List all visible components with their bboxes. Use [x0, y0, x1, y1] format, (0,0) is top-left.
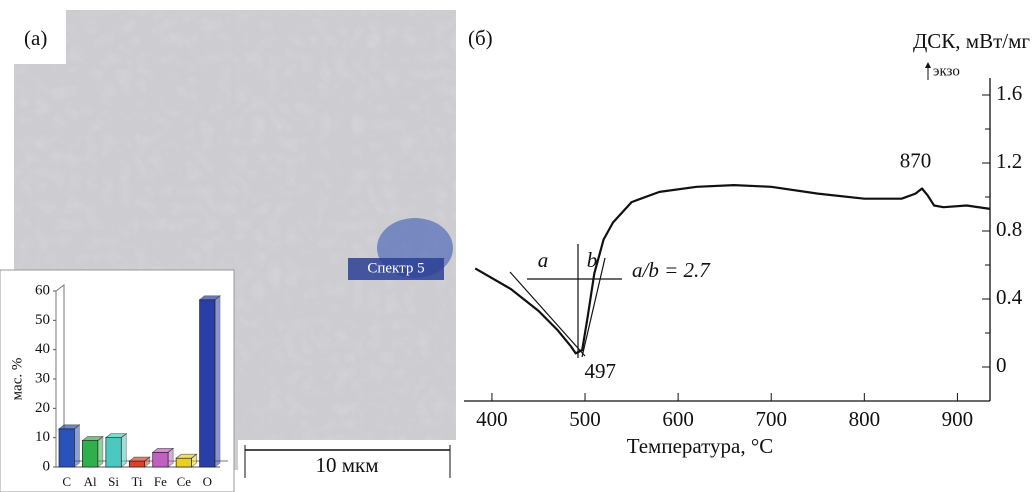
bar-side [98, 437, 103, 467]
y-tick-label: 40 [35, 341, 50, 357]
y-tick-label: 20 [35, 400, 50, 416]
y-tick-label: 0.4 [996, 285, 1023, 309]
x-axis-label: Температура, °C [627, 434, 774, 458]
tangent [510, 272, 585, 356]
annotation: a [538, 248, 549, 272]
x-tick-label: O [203, 474, 212, 489]
peak-label: 497 [584, 359, 616, 383]
x-tick-label: 800 [849, 407, 881, 431]
y-axis-label: мас. % [9, 358, 25, 401]
x-tick-label: Fe [154, 474, 167, 489]
figure: (а) Спектр 5 10 мкм 0 10 20 30 40 50 60 мас. % C Al S… [0, 0, 1032, 492]
x-tick-label: 400 [476, 407, 508, 431]
spectrum-label: Спектр 5 [367, 260, 424, 276]
y-axis-label: ДСК, мВт/мг [913, 29, 1030, 53]
annotation: b [587, 248, 598, 272]
y-tick-label: 10 [35, 429, 50, 445]
x-tick-label: Al [84, 474, 97, 489]
exo-label: экзо [933, 63, 960, 79]
x-tick-label: 600 [662, 407, 694, 431]
panel-label: (б) [468, 26, 493, 50]
bar [82, 441, 97, 467]
y-tick-label: 0 [996, 353, 1007, 377]
annotation: a/b = 2.7 [632, 258, 711, 282]
bar-side [121, 434, 126, 467]
y-tick-label: 60 [35, 282, 50, 298]
bar [106, 438, 121, 467]
x-tick-label: Ti [131, 474, 142, 489]
y-tick-label: 1.6 [996, 81, 1022, 105]
y-tick-label: 50 [35, 312, 50, 328]
x-tick-label: 700 [755, 407, 787, 431]
bar-side [74, 425, 79, 467]
x-tick-label: 900 [942, 407, 974, 431]
panel-label: (а) [24, 26, 47, 50]
bar [176, 458, 191, 467]
bar-side [215, 296, 220, 467]
bar [153, 452, 168, 467]
y-tick-label: 1.2 [996, 149, 1022, 173]
bar [59, 429, 74, 467]
x-tick-label: Si [108, 474, 119, 489]
scale-label: 10 мкм [315, 453, 378, 477]
x-tick-label: Ce [177, 474, 192, 489]
y-tick-label: 30 [35, 370, 50, 386]
bar [200, 300, 215, 467]
y-tick-label: 0.8 [996, 217, 1022, 241]
x-tick-label: C [62, 474, 71, 489]
dsc-curve [475, 185, 990, 353]
bar [129, 461, 144, 467]
exo-arrowhead [925, 62, 931, 68]
y-tick-label: 0 [43, 458, 51, 474]
x-tick-label: 500 [569, 407, 601, 431]
peak-label: 870 [900, 148, 932, 172]
